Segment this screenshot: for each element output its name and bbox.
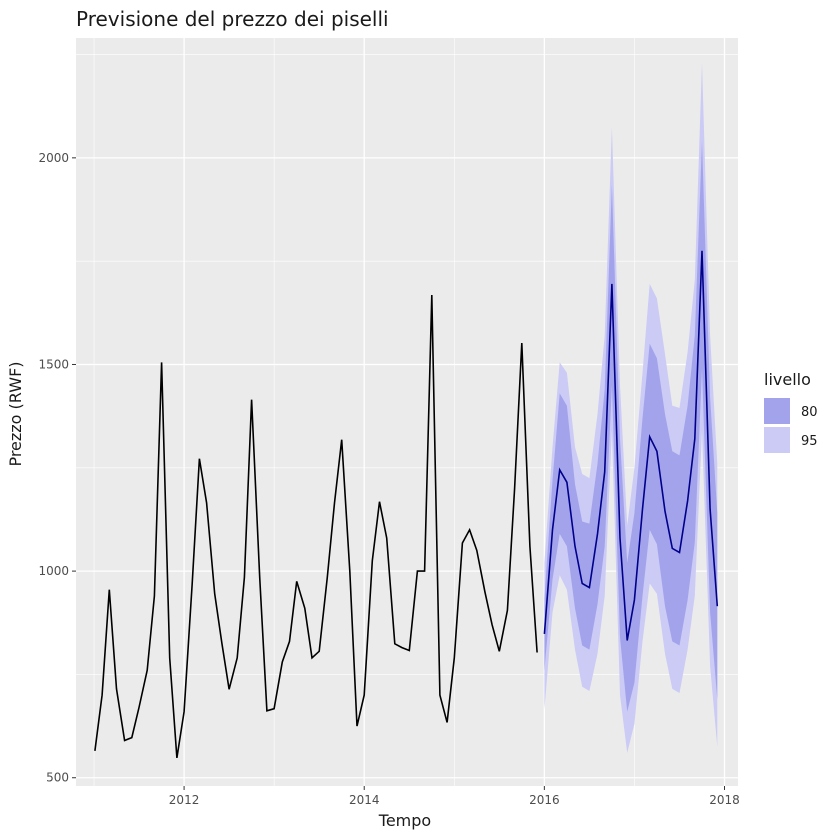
- x-tick-label: 2012: [169, 793, 200, 807]
- history-series-line: [94, 294, 538, 759]
- y-tick-label: 500: [46, 771, 69, 785]
- x-axis: 2012 2014 2016 2018: [169, 786, 740, 807]
- x-tick-label: 2014: [349, 793, 380, 807]
- major-gridlines: [76, 38, 738, 786]
- legend: livello 80 95: [764, 370, 818, 453]
- x-tick-label: 2016: [529, 793, 560, 807]
- minor-gridlines: [76, 38, 738, 786]
- y-axis-title: Prezzo (RWF): [6, 361, 25, 466]
- legend-label-80: 80: [801, 405, 818, 420]
- y-tick-label: 2000: [38, 151, 69, 165]
- x-tick-label: 2018: [709, 793, 740, 807]
- y-tick-label: 1500: [38, 357, 69, 371]
- legend-title: livello: [764, 370, 811, 389]
- legend-swatch-80: [764, 398, 790, 424]
- prediction-band-80: [544, 141, 718, 712]
- x-axis-title: Tempo: [378, 811, 431, 830]
- y-tick-label: 1000: [38, 564, 69, 578]
- legend-swatch-95: [764, 427, 790, 453]
- legend-label-95: 95: [801, 434, 818, 449]
- forecast-series-line: [543, 250, 719, 641]
- chart-title: Previsione del prezzo dei piselli: [76, 7, 389, 31]
- y-axis: 500 1000 1500 2000: [38, 151, 76, 785]
